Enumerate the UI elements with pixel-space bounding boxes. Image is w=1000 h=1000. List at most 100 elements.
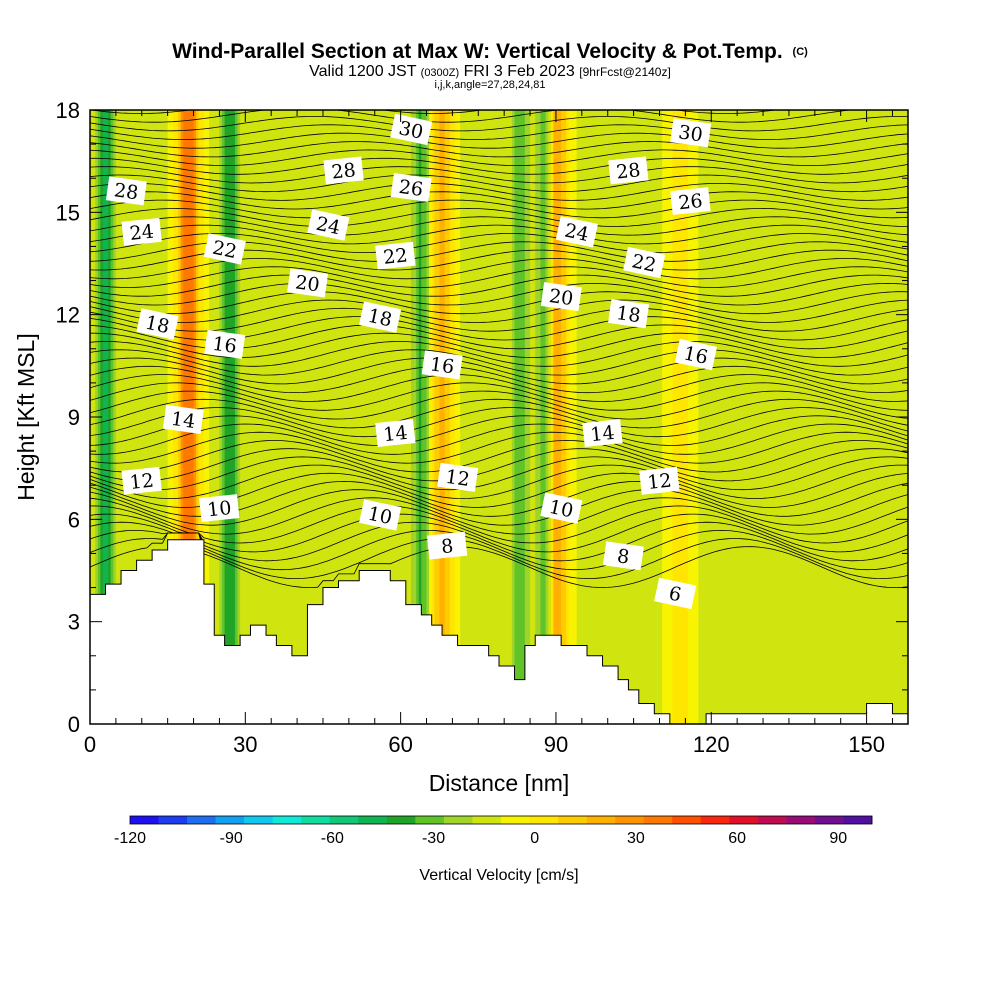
contour-label-text: 10	[206, 497, 232, 521]
velocity-column	[576, 110, 580, 724]
x-tick-label: 30	[233, 732, 257, 757]
velocity-column	[501, 110, 505, 724]
velocity-column	[731, 110, 736, 724]
theta-contour	[90, 374, 908, 402]
x-tick-label: 90	[544, 732, 568, 757]
velocity-column	[874, 110, 878, 724]
velocity-column	[527, 110, 531, 724]
x-tick-label: 150	[848, 732, 885, 757]
theta-contour	[90, 489, 908, 526]
velocity-column	[423, 110, 428, 724]
contour-label: 18	[136, 308, 179, 340]
y-tick-label: 9	[68, 405, 80, 430]
velocity-column	[605, 110, 609, 724]
theta-contour	[90, 307, 908, 332]
velocity-column	[416, 110, 420, 724]
velocity-column	[530, 110, 534, 724]
velocity-column	[693, 110, 697, 724]
y-axis: 0 3 6 9 12 15 18	[56, 98, 908, 737]
theta-contour	[90, 505, 908, 544]
velocity-column	[222, 110, 226, 724]
contour-label: 14	[582, 419, 623, 447]
velocity-column	[726, 110, 730, 724]
velocity-column	[788, 110, 793, 724]
colorbar-swatch	[386, 816, 416, 824]
velocity-column	[809, 110, 813, 724]
velocity-column	[418, 110, 422, 724]
colorbar-swatch	[643, 816, 673, 824]
x-tick-label: 60	[388, 732, 412, 757]
colorbar-tick-label: 30	[627, 830, 645, 847]
velocity-column	[255, 110, 259, 724]
velocity-column	[449, 110, 454, 724]
velocity-column	[392, 110, 397, 724]
velocity-column	[856, 110, 860, 724]
contour-label-text: 24	[314, 213, 342, 240]
y-axis-label: Height [Kft MSL]	[13, 333, 39, 500]
velocity-column	[268, 110, 272, 724]
velocity-column	[866, 110, 870, 724]
contour-label-text: 16	[682, 342, 710, 369]
colorbar-tick-label: 60	[728, 830, 746, 847]
velocity-column	[281, 110, 285, 724]
colorbar-swatch	[757, 816, 787, 824]
velocity-column	[638, 110, 642, 724]
velocity-column	[519, 110, 523, 724]
velocity-column	[628, 110, 632, 724]
velocity-column	[447, 110, 451, 724]
velocity-column	[851, 110, 855, 724]
contour-label-text: 14	[382, 422, 408, 446]
velocity-column	[615, 110, 619, 724]
velocity-column	[662, 110, 666, 724]
velocity-column	[636, 110, 640, 724]
velocity-column	[625, 110, 630, 724]
contour-label-text: 18	[615, 302, 642, 327]
contour-label-box	[437, 462, 479, 492]
x-axis: 0 30 60 90 120 150	[84, 110, 893, 757]
velocity-column	[379, 110, 384, 724]
colorbar-tick-label: 90	[829, 830, 847, 847]
velocity-column	[297, 110, 301, 724]
velocity-column	[263, 110, 267, 724]
velocity-column	[260, 110, 265, 724]
velocity-column	[372, 110, 376, 724]
contour-label-text: 16	[429, 353, 456, 378]
velocity-column	[346, 110, 350, 724]
velocity-column	[778, 110, 782, 724]
velocity-column	[763, 110, 767, 724]
velocity-column	[291, 110, 296, 724]
velocity-column	[825, 110, 829, 724]
contour-label: 14	[162, 404, 204, 434]
velocity-column	[398, 110, 402, 724]
colorbar-frame	[129, 815, 873, 825]
theta-contour	[90, 431, 908, 464]
contour-label-text: 28	[615, 159, 641, 183]
velocity-column	[589, 110, 593, 724]
velocity-column	[747, 110, 751, 724]
velocity-column	[245, 110, 249, 724]
velocity-column	[592, 110, 596, 724]
velocity-column	[299, 110, 303, 724]
contour-label: 10	[359, 499, 402, 531]
contour-label: 10	[199, 494, 240, 523]
contour-label-text: 10	[547, 496, 575, 523]
contour-label-box	[204, 329, 246, 359]
velocity-column	[713, 110, 718, 724]
velocity-column	[517, 110, 521, 724]
velocity-column	[201, 110, 205, 724]
velocity-column	[587, 110, 591, 724]
contour-label-box	[555, 216, 598, 248]
theta-contour-labels: 28 24 18 14 12 22 16 10 24 20 28 30 26 22 18 16 14 10 12 8 2…	[105, 113, 718, 610]
velocity-column	[227, 110, 231, 724]
velocity-column	[224, 110, 228, 724]
velocity-column	[830, 110, 834, 724]
velocity-column	[755, 110, 759, 724]
contour-label: 22	[203, 233, 246, 265]
velocity-column	[486, 110, 490, 724]
contour-label-box	[136, 308, 179, 340]
velocity-column	[467, 110, 472, 724]
velocity-column	[488, 110, 492, 724]
chart-title: Wind-Parallel Section at Max W: Vertical…	[172, 40, 808, 63]
velocity-column	[807, 110, 811, 724]
